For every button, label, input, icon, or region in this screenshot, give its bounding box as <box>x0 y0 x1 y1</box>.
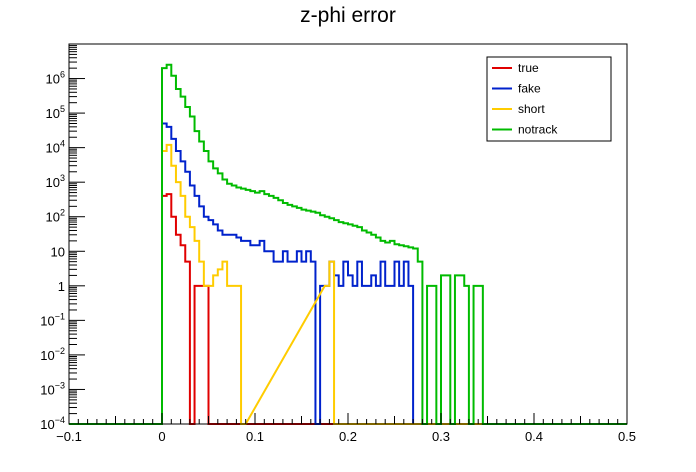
y-tick-label: 10 <box>51 244 65 259</box>
y-tick-exponent: −4 <box>55 415 65 425</box>
y-tick-base: 10 <box>40 417 54 432</box>
y-tick-base: 10 <box>40 382 54 397</box>
x-tick-label: 0.4 <box>525 429 543 444</box>
y-tick-exponent: 5 <box>60 104 65 114</box>
y-tick-exponent: −1 <box>55 311 65 321</box>
y-tick-base: 10 <box>46 141 60 156</box>
y-tick-label: 102 <box>46 208 65 225</box>
x-tick-label: −0.1 <box>56 429 82 444</box>
y-tick-label: 103 <box>46 173 65 190</box>
y-tick-exponent: −3 <box>55 380 65 390</box>
series-line-fake <box>69 122 627 425</box>
y-tick-base: 10 <box>46 175 60 190</box>
y-tick-label: 10−4 <box>40 415 65 432</box>
legend-label-notrack: notrack <box>518 123 558 137</box>
y-tick-exponent: −2 <box>55 346 65 356</box>
y-tick-base: 10 <box>40 313 54 328</box>
legend-box <box>486 56 612 142</box>
y-tick-label: 1 <box>58 279 65 294</box>
x-tick-label: 0.3 <box>432 429 450 444</box>
x-tick-label: 0 <box>158 429 165 444</box>
x-tick-label: 0.5 <box>618 429 636 444</box>
y-tick-base: 10 <box>46 106 60 121</box>
series-line-true <box>69 193 627 425</box>
y-tick-exponent: 4 <box>60 139 65 149</box>
y-tick-exponent: 2 <box>60 208 65 218</box>
legend: true fake short notrack <box>486 56 612 142</box>
y-tick-exponent: 3 <box>60 173 65 183</box>
series-line-short <box>69 143 627 425</box>
y-tick-label: 10−1 <box>40 311 65 328</box>
y-tick-label: 105 <box>46 104 65 121</box>
x-tick-label: 0.1 <box>246 429 264 444</box>
y-tick-label: 104 <box>46 139 65 156</box>
x-tick-label: 0.2 <box>339 429 357 444</box>
y-tick-label: 10−3 <box>40 380 65 397</box>
legend-label-true: true <box>518 61 539 75</box>
chart-title: z-phi error <box>300 4 396 27</box>
x-axis: −0.1 0 0.1 0.2 0.3 0.4 0.5 <box>56 413 636 444</box>
y-tick-base: 10 <box>46 72 60 87</box>
legend-label-fake: fake <box>518 82 541 96</box>
y-tick-base: 10 <box>46 210 60 225</box>
y-tick-label: 10−2 <box>40 346 65 363</box>
y-tick-base: 10 <box>51 244 65 259</box>
legend-label-short: short <box>518 102 545 116</box>
y-tick-label: 106 <box>46 70 65 87</box>
y-tick-base: 1 <box>58 279 65 294</box>
y-tick-exponent: 6 <box>60 70 65 80</box>
y-tick-base: 10 <box>40 348 54 363</box>
